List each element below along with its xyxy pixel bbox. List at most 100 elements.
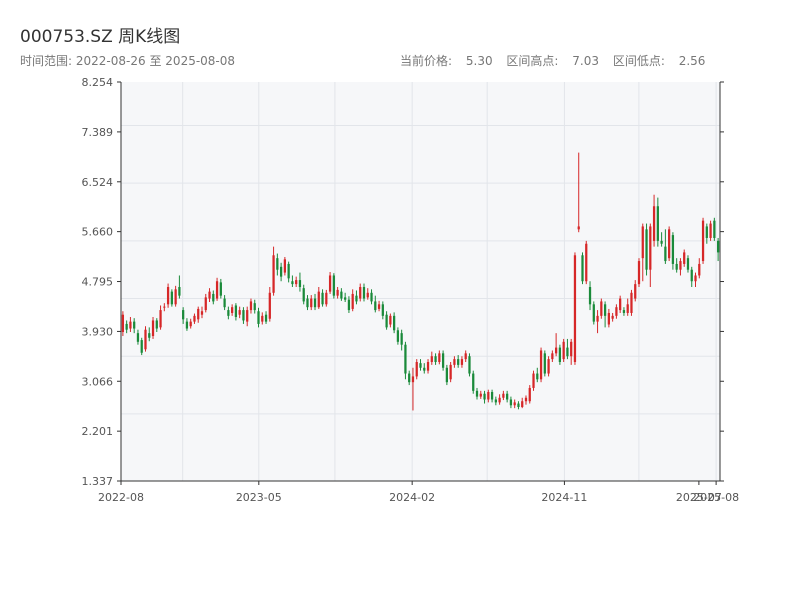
price-summary: 当前价格: 5.30 区间高点: 7.03 区间低点: 2.56 bbox=[400, 52, 705, 69]
candle-body bbox=[287, 263, 290, 279]
candle-body bbox=[344, 297, 347, 300]
candle-up bbox=[611, 312, 614, 322]
candle-up bbox=[159, 305, 162, 330]
candle-body bbox=[626, 304, 629, 313]
candle-up bbox=[359, 283, 362, 302]
range-low: 区间低点: 2.56 bbox=[613, 54, 706, 68]
candle-body bbox=[246, 310, 249, 322]
candle-body bbox=[622, 310, 626, 313]
candle-body bbox=[178, 287, 181, 296]
candle-body bbox=[400, 333, 403, 345]
candle-body bbox=[366, 292, 369, 298]
current-price: 当前价格: 5.30 bbox=[400, 54, 493, 68]
candle-body bbox=[558, 347, 562, 362]
candle-up bbox=[551, 350, 554, 362]
candle-down bbox=[660, 232, 663, 247]
candle-body bbox=[155, 320, 158, 329]
candle-body bbox=[709, 223, 712, 238]
candle-body bbox=[389, 315, 392, 325]
start-date: 2022-08-26 bbox=[75, 54, 146, 68]
range-low-label: 区间低点: bbox=[612, 54, 665, 68]
candle-body bbox=[264, 314, 268, 322]
candle-down bbox=[136, 329, 140, 345]
candle-body bbox=[351, 293, 354, 309]
candle-body bbox=[430, 356, 433, 362]
candle-body bbox=[148, 333, 151, 338]
candle-up bbox=[261, 312, 264, 325]
candle-body bbox=[404, 344, 407, 374]
candle-up bbox=[272, 246, 275, 296]
candle-down bbox=[234, 303, 238, 321]
candle-up bbox=[268, 287, 271, 322]
candle-body bbox=[607, 312, 610, 325]
range-label: 时间范围: bbox=[20, 54, 73, 68]
candle-body bbox=[347, 299, 351, 311]
candle-up bbox=[295, 276, 298, 288]
candle-body bbox=[449, 364, 452, 380]
y-tick-label: 8.254 bbox=[82, 76, 114, 89]
candle-down bbox=[332, 273, 335, 299]
candle-body bbox=[600, 301, 603, 316]
candle-down bbox=[441, 350, 445, 371]
candle-down bbox=[140, 337, 143, 356]
candle-up bbox=[144, 326, 147, 352]
candle-body bbox=[295, 280, 298, 285]
range-high-label: 区间高点: bbox=[506, 54, 559, 68]
candle-body bbox=[385, 314, 388, 328]
candle-body bbox=[683, 252, 686, 264]
candle-down bbox=[517, 401, 520, 410]
candle-down bbox=[483, 390, 486, 404]
candle-body bbox=[340, 291, 343, 299]
y-tick-label: 4.795 bbox=[82, 276, 114, 289]
candle-down bbox=[264, 311, 268, 324]
candle-body bbox=[215, 281, 219, 299]
candle-up bbox=[524, 395, 528, 405]
candle-body bbox=[227, 310, 230, 316]
candle-body bbox=[136, 333, 140, 342]
candle-up bbox=[694, 272, 697, 288]
candle-down bbox=[257, 307, 260, 328]
candle-up bbox=[208, 288, 211, 303]
candle-up bbox=[596, 310, 599, 334]
candle-down bbox=[212, 290, 215, 305]
candle-up bbox=[709, 220, 712, 241]
candle-body bbox=[328, 275, 332, 292]
candle-down bbox=[182, 307, 185, 324]
candle-body bbox=[185, 321, 189, 329]
candle-down bbox=[566, 338, 569, 360]
candle-body bbox=[671, 235, 675, 264]
candle-body bbox=[577, 226, 580, 230]
candle-up bbox=[577, 152, 580, 233]
candle-up bbox=[585, 240, 588, 285]
candle-up bbox=[637, 258, 641, 288]
candle-body bbox=[140, 340, 143, 353]
candle-body bbox=[551, 353, 554, 360]
candle-up bbox=[634, 280, 637, 302]
candle-down bbox=[404, 341, 407, 380]
candle-down bbox=[381, 301, 384, 320]
candle-up bbox=[607, 308, 610, 328]
candle-body bbox=[426, 361, 430, 371]
candle-down bbox=[133, 318, 136, 334]
candle-down bbox=[170, 289, 173, 307]
candle-body bbox=[276, 258, 279, 270]
candle-up bbox=[189, 318, 192, 329]
candle-up bbox=[554, 333, 558, 357]
candle-body bbox=[193, 315, 196, 322]
candle-body bbox=[581, 255, 584, 282]
candle-up bbox=[528, 385, 531, 404]
candle-up bbox=[600, 298, 603, 319]
candle-body bbox=[174, 289, 177, 305]
candle-down bbox=[671, 232, 675, 270]
candle-up bbox=[619, 295, 622, 313]
candle-up bbox=[151, 317, 155, 339]
candle-body bbox=[370, 292, 373, 302]
candle-up bbox=[453, 356, 456, 368]
candle-body bbox=[298, 280, 302, 288]
candle-down bbox=[223, 295, 226, 311]
candle-body bbox=[457, 359, 460, 365]
candle-up bbox=[197, 306, 200, 323]
candle-up bbox=[532, 370, 535, 391]
candle-body bbox=[532, 373, 535, 388]
candle-down bbox=[509, 396, 513, 409]
